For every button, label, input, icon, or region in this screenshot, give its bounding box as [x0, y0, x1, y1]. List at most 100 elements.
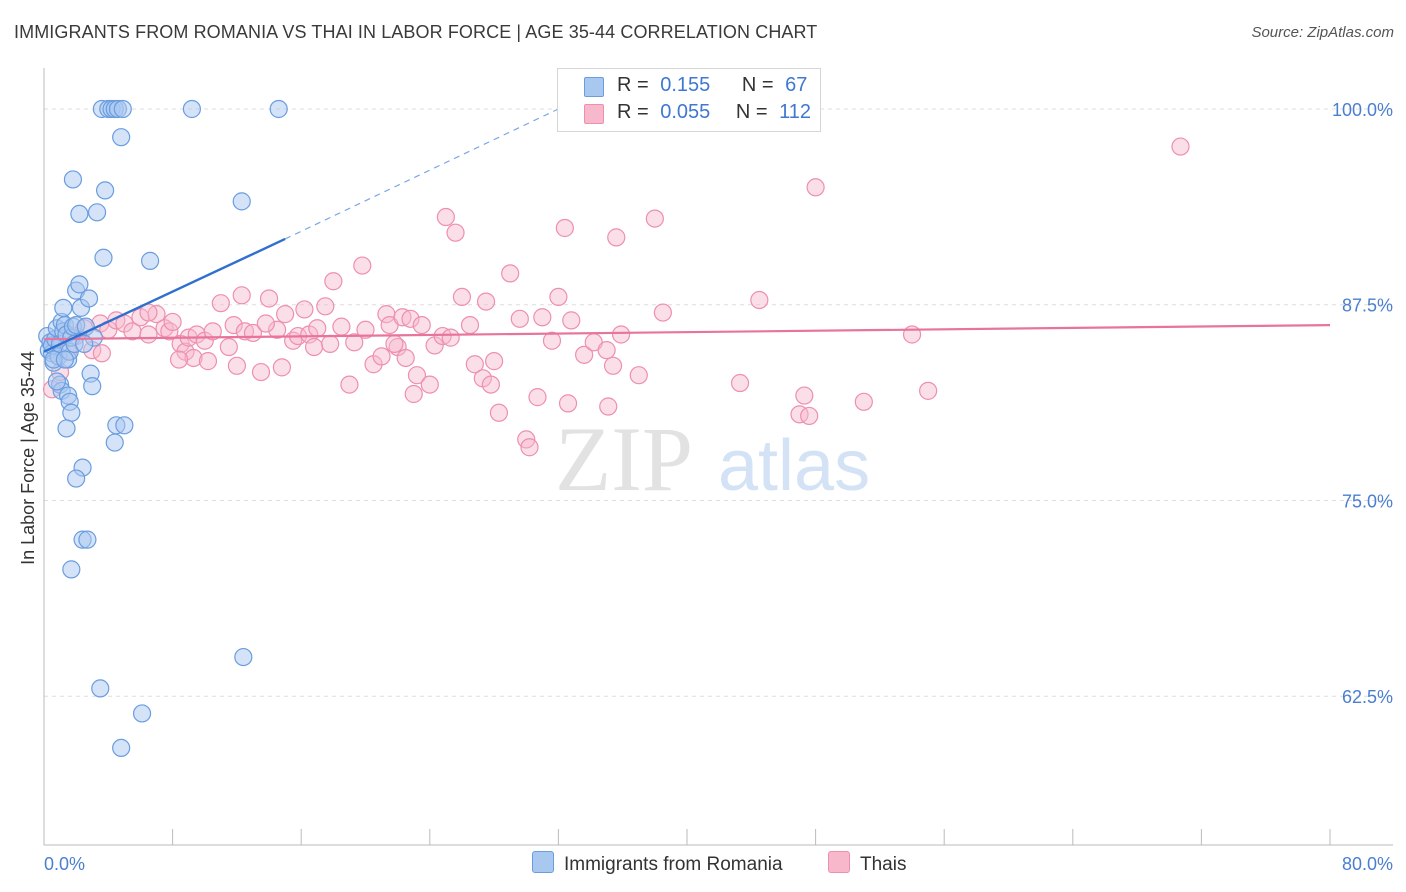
romania-point	[54, 298, 73, 317]
thais-point	[489, 403, 509, 422]
thais-point	[219, 337, 238, 357]
romania-point	[78, 530, 97, 549]
thais-point	[528, 388, 547, 407]
thais-point	[542, 331, 562, 350]
thais-point	[276, 305, 295, 324]
thais-point	[510, 309, 529, 328]
thais-point	[806, 178, 825, 197]
romania-point	[115, 416, 134, 435]
thais-points	[42, 137, 1190, 457]
series-legend-romania: Immigrants from Romania	[532, 851, 783, 876]
thais-point	[436, 207, 455, 227]
legend-text-romania: R = 0.155 N = 67	[617, 74, 807, 97]
thais-point	[452, 287, 472, 306]
thais-point	[645, 209, 664, 228]
series-swatch-pink	[828, 851, 850, 873]
thais-point	[555, 218, 574, 238]
thais-point	[533, 308, 552, 327]
thais-point	[460, 315, 480, 335]
axes	[43, 68, 1393, 846]
thais-point	[353, 256, 372, 275]
legend-r-label: R =	[617, 74, 649, 96]
thais-point	[267, 320, 287, 339]
thais-point	[321, 334, 340, 353]
romania-point	[70, 275, 89, 294]
thais-point	[227, 356, 246, 375]
thais-point	[607, 228, 626, 247]
romania-point	[79, 289, 99, 308]
romania-point	[70, 204, 89, 224]
romania-point	[47, 372, 66, 391]
chart-title: IMMIGRANTS FROM ROMANIA VS THAI IN LABOR…	[14, 22, 818, 42]
thais-point	[481, 375, 500, 394]
romania-point	[63, 170, 83, 189]
thais-point	[256, 314, 275, 333]
romania-trend-line	[43, 237, 286, 353]
series-legend-thais: Thais	[828, 851, 906, 876]
romania-trend-extension	[284, 108, 559, 240]
thais-point	[169, 350, 189, 369]
legend-n-label: N =	[735, 101, 768, 123]
legend-r-value: 0.055	[660, 101, 711, 123]
thais-point	[401, 309, 420, 328]
legend-n-label: N =	[741, 74, 774, 96]
thais-point	[476, 292, 496, 311]
thais-point	[211, 294, 230, 313]
thais-point	[404, 384, 423, 404]
thais-point	[603, 356, 623, 375]
thais-point	[629, 366, 648, 385]
legend-swatch-pink	[584, 104, 604, 124]
y-tick-label: 100.0%	[1332, 100, 1393, 120]
watermark-zip: ZIP	[555, 408, 693, 510]
thais-point	[730, 373, 750, 393]
thais-point	[340, 375, 359, 394]
romania-point	[94, 248, 113, 267]
thais-point	[385, 334, 404, 353]
thais-point	[345, 333, 364, 352]
romania-point	[132, 704, 152, 723]
y-tick-label: 75.0%	[1342, 491, 1393, 511]
trend-lines	[43, 108, 1331, 353]
series-label-romania: Immigrants from Romania	[564, 854, 783, 875]
thais-point	[441, 328, 460, 347]
romania-point	[232, 192, 251, 211]
thais-point	[446, 223, 465, 242]
correlation-legend: R = 0.155 N = 67 R = 0.055 N = 112	[557, 68, 821, 132]
series-swatch-blue	[532, 851, 554, 873]
x-tick-label: 80.0%	[1342, 854, 1393, 874]
legend-r-label: R =	[617, 101, 649, 123]
romania-point	[91, 679, 110, 698]
romania-point	[113, 99, 132, 119]
romania-point	[269, 99, 288, 119]
thais-point	[795, 386, 814, 405]
thais-point	[549, 287, 568, 306]
legend-text-thais: R = 0.055 N = 112	[617, 101, 811, 124]
thais-point	[396, 348, 415, 368]
thais-point	[224, 315, 243, 335]
thais-point	[259, 289, 279, 308]
legend-swatch-blue	[584, 77, 604, 97]
thais-point	[203, 322, 222, 341]
thais-point	[316, 297, 335, 316]
thais-point	[92, 344, 111, 363]
thais-point	[198, 352, 218, 371]
thais-point	[465, 355, 484, 374]
romania-points	[38, 99, 288, 758]
romania-point	[140, 251, 160, 270]
thais-point	[575, 345, 594, 364]
thais-point	[597, 341, 616, 360]
thais-point	[407, 366, 427, 385]
series-label-thais: Thais	[860, 854, 907, 875]
thais-point	[653, 303, 672, 322]
thais-point	[919, 381, 938, 400]
thais-point	[854, 392, 873, 411]
romania-point	[55, 350, 74, 369]
watermark-atlas: atlas	[718, 426, 870, 506]
y-tick-label: 62.5%	[1342, 687, 1393, 707]
thais-point	[184, 348, 203, 368]
romania-point	[57, 419, 76, 438]
romania-point	[87, 203, 107, 222]
y-tick-labels: 62.5% 75.0% 87.5% 100.0%	[1332, 100, 1393, 707]
thais-point	[372, 347, 391, 366]
